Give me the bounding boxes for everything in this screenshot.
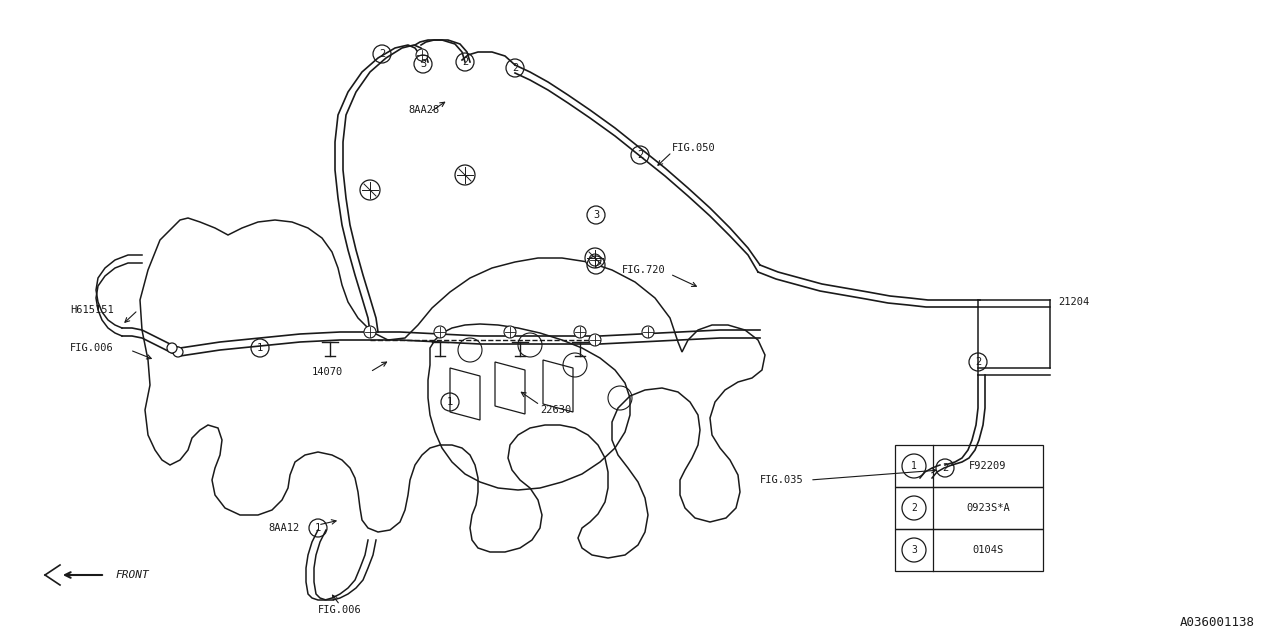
- Text: FIG.006: FIG.006: [319, 605, 362, 615]
- Text: 3: 3: [593, 210, 599, 220]
- Text: FIG.035: FIG.035: [760, 475, 804, 485]
- Bar: [895, 529, 1043, 571]
- Text: 8AA12: 8AA12: [268, 523, 300, 533]
- Text: 2: 2: [593, 260, 599, 270]
- Text: 1: 1: [447, 397, 453, 407]
- Text: 0104S: 0104S: [973, 545, 1004, 555]
- Circle shape: [643, 326, 654, 338]
- Circle shape: [504, 326, 516, 338]
- Text: 2: 2: [512, 63, 518, 73]
- Text: 1: 1: [257, 343, 264, 353]
- Text: 2: 2: [379, 49, 385, 59]
- Text: 8AA28: 8AA28: [408, 105, 439, 115]
- Text: 14070: 14070: [312, 367, 343, 377]
- Text: FIG.720: FIG.720: [622, 265, 666, 275]
- Circle shape: [573, 326, 586, 338]
- Text: 2: 2: [637, 150, 643, 160]
- Circle shape: [166, 343, 177, 353]
- Text: F92209: F92209: [969, 461, 1007, 471]
- Text: FIG.006: FIG.006: [70, 343, 114, 353]
- Circle shape: [589, 254, 602, 266]
- Text: FRONT: FRONT: [115, 570, 148, 580]
- Circle shape: [364, 326, 376, 338]
- Text: 2: 2: [462, 57, 468, 67]
- Circle shape: [416, 49, 428, 61]
- Text: 0923S*A: 0923S*A: [966, 503, 1010, 513]
- Bar: [895, 445, 1043, 487]
- Text: H615151: H615151: [70, 305, 114, 315]
- Circle shape: [360, 180, 380, 200]
- Text: 2: 2: [942, 463, 948, 473]
- Circle shape: [589, 334, 602, 346]
- Circle shape: [454, 165, 475, 185]
- Text: 3: 3: [911, 545, 916, 555]
- Text: FIG.050: FIG.050: [672, 143, 716, 153]
- Bar: [895, 487, 1043, 529]
- Circle shape: [585, 248, 605, 268]
- Text: 22630: 22630: [540, 405, 571, 415]
- Text: 1: 1: [911, 461, 916, 471]
- Circle shape: [173, 347, 183, 357]
- Circle shape: [434, 326, 445, 338]
- Text: 2: 2: [911, 503, 916, 513]
- Text: 1: 1: [315, 523, 321, 533]
- Text: 3: 3: [420, 59, 426, 69]
- Text: A036001138: A036001138: [1180, 616, 1254, 628]
- Text: 21204: 21204: [1059, 297, 1089, 307]
- Text: 2: 2: [975, 357, 982, 367]
